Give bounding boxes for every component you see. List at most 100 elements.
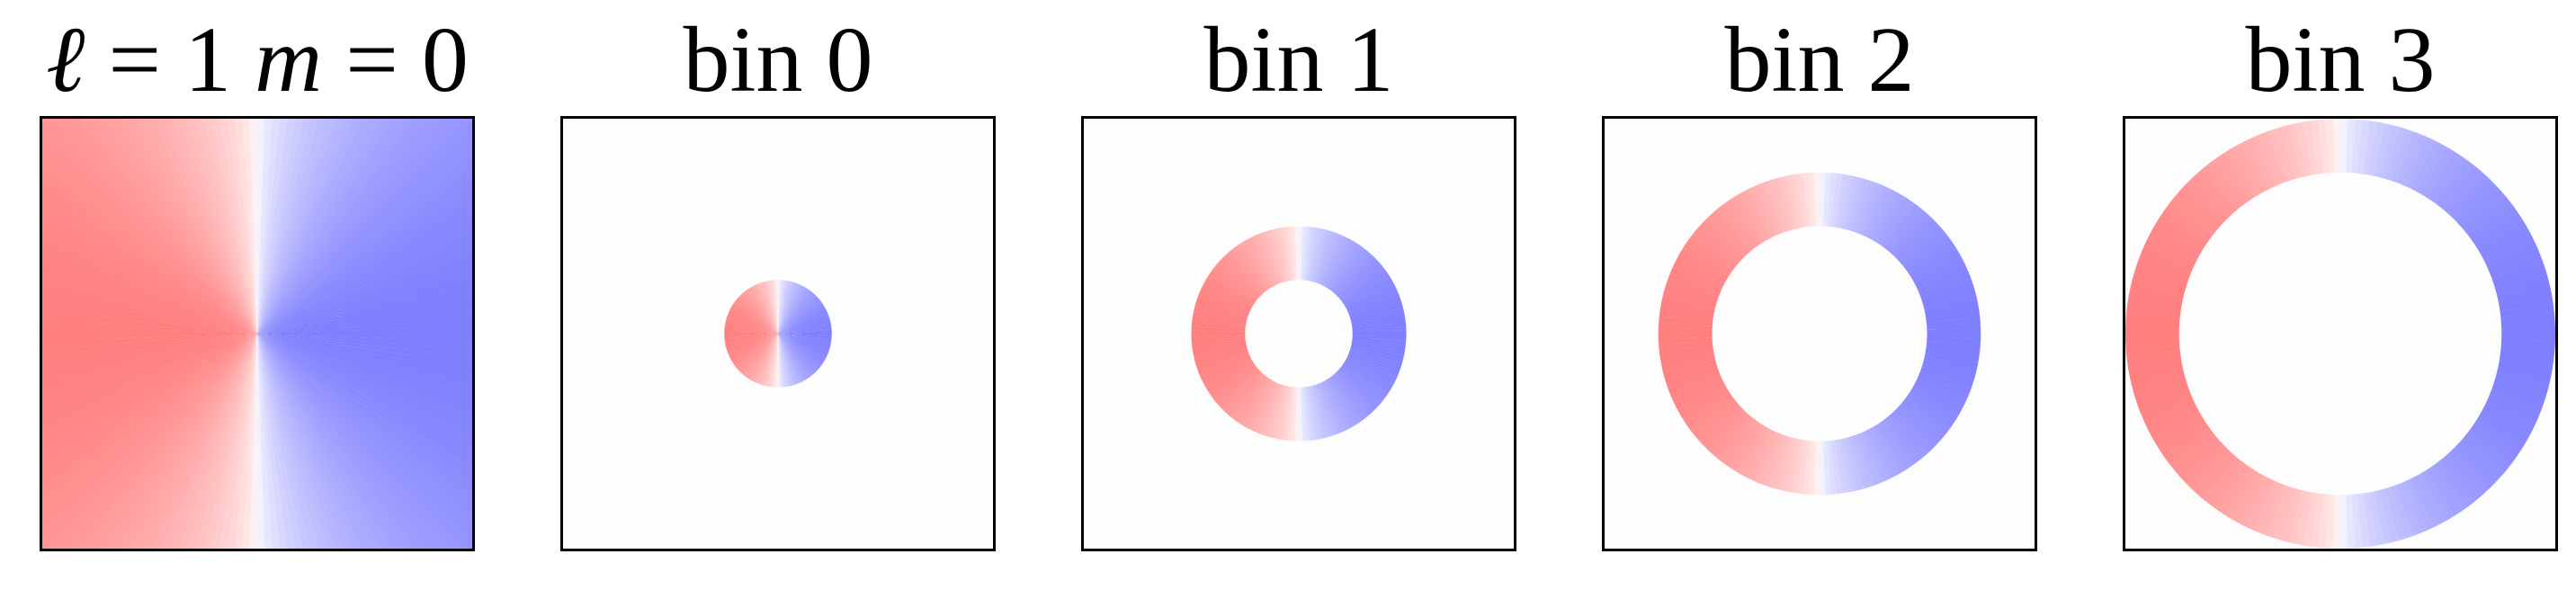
field-segment [724, 333, 778, 336]
field-segment [775, 280, 779, 334]
field-segment [1838, 438, 1854, 493]
field-segment [759, 282, 778, 334]
field-segment [1200, 355, 1251, 381]
field-segment [1205, 276, 1254, 308]
bin-0-map-frame [560, 116, 996, 551]
field-segment [2147, 232, 2198, 264]
field-segment [2267, 485, 2291, 539]
field-segment [257, 188, 472, 334]
field-segment [1302, 387, 1310, 442]
field-segment [1677, 253, 1727, 283]
field-segment [1823, 441, 1831, 496]
field-segment [1668, 370, 1721, 395]
field-segment [2420, 470, 2455, 521]
field-segment [1664, 283, 1718, 305]
field-segment [2259, 131, 2285, 184]
field-segment [1346, 355, 1398, 381]
field-segment [1191, 337, 1246, 345]
field-segment [1769, 178, 1791, 232]
field-segment [2325, 119, 2335, 174]
field-segment [1343, 362, 1391, 394]
field-segment [1909, 390, 1957, 425]
field-segment [1758, 433, 1784, 486]
field-segment [2202, 164, 2241, 210]
field-segment [778, 289, 810, 334]
field-segment [1219, 258, 1261, 299]
field-segment [778, 334, 825, 362]
bin-0-map [724, 280, 832, 388]
field-segment [1921, 362, 1975, 384]
field-segment [1346, 357, 1396, 385]
field-segment [1739, 426, 1769, 477]
field-segment [1674, 380, 1725, 410]
field-segment [1802, 173, 1812, 228]
field-segment [1758, 182, 1784, 235]
field-segment [1269, 229, 1286, 282]
field-segment [1308, 386, 1321, 440]
field-segment [2170, 433, 2217, 472]
field-segment [1232, 376, 1267, 421]
field-segment [257, 326, 472, 335]
field-segment [1336, 256, 1377, 297]
field-segment [1306, 386, 1318, 441]
field-segment [1194, 308, 1248, 323]
field-segment [1334, 371, 1374, 414]
field-segment [1707, 410, 1749, 454]
field-segment [1348, 352, 1400, 374]
field-segment [1223, 254, 1264, 296]
field-segment [2259, 483, 2285, 536]
ell-symbol: ℓ [46, 8, 85, 112]
field-segment [2130, 282, 2185, 300]
field-segment [1924, 299, 1979, 316]
field-segment [2161, 424, 2210, 460]
field-segment [778, 292, 815, 334]
field-segment [1346, 282, 1396, 310]
field-segment [1669, 267, 1722, 294]
field-segment [1677, 384, 1727, 415]
field-segment [1339, 264, 1384, 301]
field-segment [768, 280, 778, 334]
field-segment [1349, 297, 1401, 317]
field-segment [2493, 378, 2547, 401]
field-segment [2374, 489, 2393, 544]
field-segment [1351, 343, 1405, 356]
field-segment [2180, 441, 2225, 484]
field-segment [1707, 213, 1749, 257]
field-segment [729, 308, 778, 334]
field-segment [1838, 174, 1854, 229]
field-segment [778, 281, 792, 334]
field-segment [2496, 282, 2551, 300]
field-segment [1775, 177, 1794, 231]
field-segment [1343, 273, 1391, 306]
field-segment [778, 282, 799, 334]
field-segment [778, 285, 804, 334]
field-segment [2130, 367, 2185, 386]
field-segment [1659, 344, 1713, 356]
field-segment [747, 334, 778, 380]
field-segment [1219, 369, 1261, 409]
field-segment [1724, 420, 1760, 468]
field-segment [1216, 261, 1259, 299]
field-segment [725, 334, 778, 347]
field-segment [778, 327, 832, 334]
field-segment [2490, 389, 2543, 415]
field-segment [2125, 333, 2179, 342]
field-segment [1339, 366, 1384, 403]
field-segment [1287, 387, 1295, 442]
field-segment [1686, 393, 1733, 429]
field-segment [778, 293, 816, 334]
field-segment [1813, 172, 1820, 227]
field-segment [1352, 334, 1407, 338]
field-segment [1661, 355, 1716, 373]
field-segment [1216, 368, 1259, 406]
field-segment [1873, 425, 1905, 474]
field-segment [1245, 380, 1274, 429]
field-segment [778, 334, 799, 385]
field-segment [1743, 188, 1773, 239]
field-segment [1262, 231, 1283, 283]
field-segment [778, 318, 830, 334]
field-segment [1197, 293, 1249, 316]
field-segment [1896, 405, 1940, 446]
field-segment [774, 280, 778, 334]
field-segment [2495, 372, 2549, 394]
